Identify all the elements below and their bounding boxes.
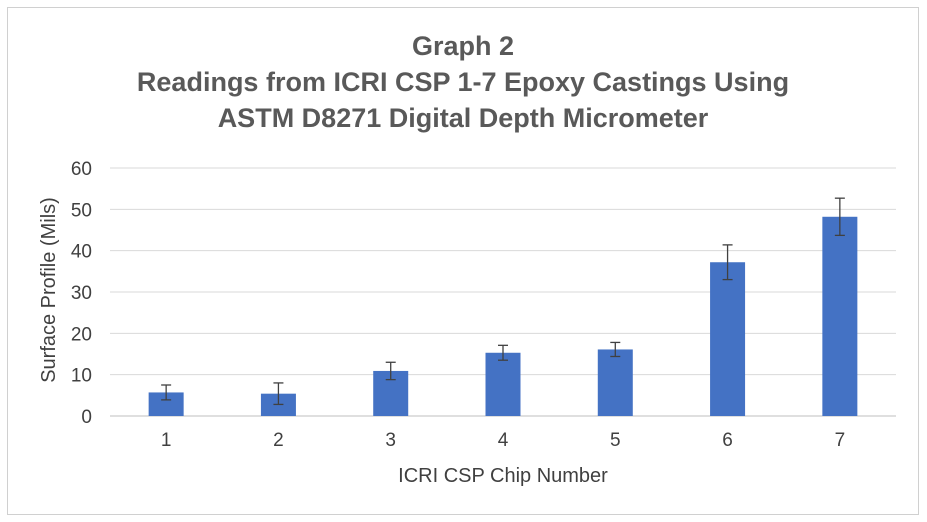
y-tick-label: 40 [71, 242, 92, 263]
y-axis-title: Surface Profile (Mils) [38, 197, 60, 383]
y-tick-labels: 0 10 20 30 40 50 60 [71, 159, 92, 428]
y-tick-label: 50 [71, 200, 92, 221]
bar-chip-4 [485, 352, 521, 416]
error-bar-chip-5 [610, 341, 621, 358]
x-tick-label: 1 [161, 430, 172, 451]
chart-title-line-3: ASTM D8271 Digital Depth Micrometer [218, 103, 709, 133]
error-bar-chip-7 [834, 197, 845, 237]
x-tick-label: 4 [498, 430, 509, 451]
x-tick-labels: 1 2 3 4 5 6 7 [161, 430, 845, 451]
y-tick-label: 30 [71, 283, 92, 304]
error-bar-chip-4 [498, 344, 508, 361]
bar-chip-7 [822, 216, 858, 416]
chart-title-line-1: Graph 2 [412, 31, 514, 61]
x-tick-label: 3 [385, 430, 396, 451]
gridlines [110, 167, 896, 417]
bar-chip-6 [710, 262, 746, 416]
x-tick-label: 2 [273, 430, 284, 451]
bar-chip-5 [597, 349, 633, 416]
error-bar-chip-3 [385, 361, 396, 381]
bar-chip-1 [148, 392, 184, 416]
error-bar-chip-1 [161, 384, 172, 401]
chart-frame [7, 7, 919, 515]
x-tick-label: 5 [610, 430, 621, 451]
y-tick-label: 10 [71, 366, 92, 387]
bars [148, 216, 858, 416]
x-tick-label: 6 [722, 430, 733, 451]
x-axis-title: ICRI CSP Chip Number [398, 465, 608, 487]
chart-title-line-2: Readings from ICRI CSP 1-7 Epoxy Casting… [137, 67, 789, 97]
y-tick-label: 20 [71, 324, 92, 345]
error-bar-chip-2 [273, 382, 284, 406]
y-tick-label: 60 [71, 159, 92, 180]
y-tick-label: 0 [81, 407, 92, 428]
error-bar-chip-6 [722, 244, 733, 281]
x-tick-label: 7 [835, 430, 846, 451]
error-bars [161, 197, 845, 406]
